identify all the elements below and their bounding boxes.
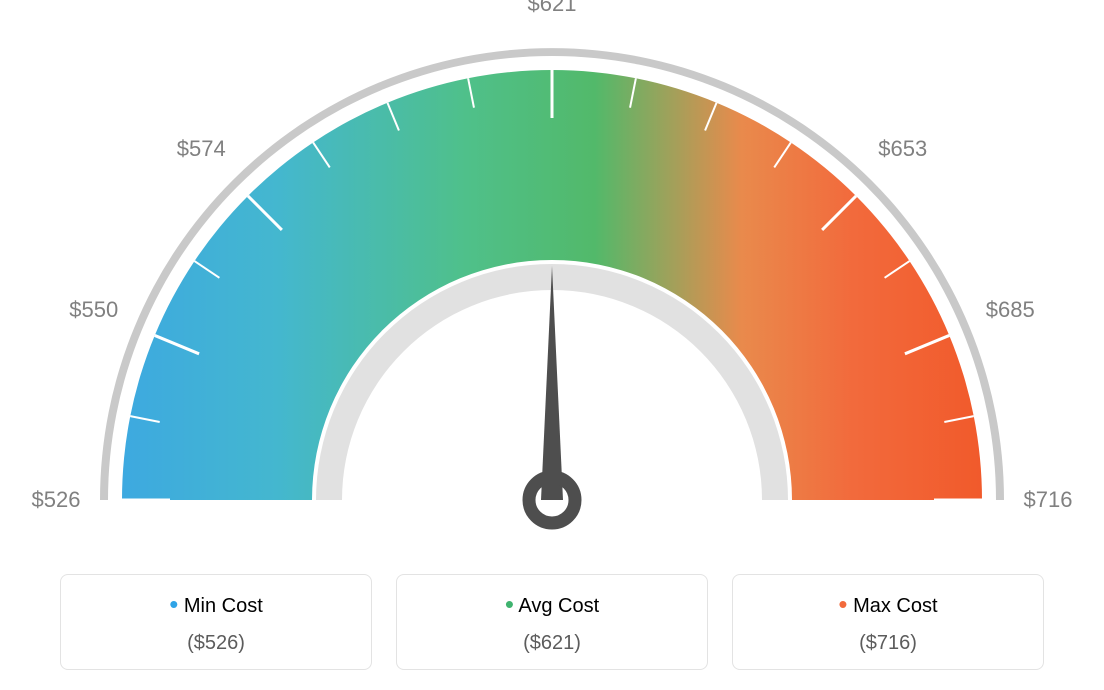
legend-value-min: ($526) (61, 632, 371, 655)
gauge-area: $526 $550 $574 $621 $653 $685 $716 (0, 0, 1104, 560)
legend-title-avg: • Avg Cost (397, 591, 707, 622)
gauge-tick-label: $550 (69, 297, 118, 323)
legend-label-avg: Avg Cost (518, 595, 599, 617)
legend-value-avg: ($621) (397, 632, 707, 655)
gauge-tick-label: $526 (32, 487, 81, 513)
legend-card-avg: • Avg Cost ($621) (396, 574, 708, 670)
gauge-svg (0, 0, 1104, 560)
legend-label-max: Max Cost (853, 595, 937, 617)
legend-title-max: • Max Cost (733, 591, 1043, 622)
gauge-tick-label: $685 (986, 297, 1035, 323)
gauge-tick-label: $653 (878, 136, 927, 162)
legend-card-max: • Max Cost ($716) (732, 574, 1044, 670)
legend-label-min: Min Cost (184, 595, 263, 617)
legend-dot-avg: • (505, 589, 514, 619)
gauge-tick-label: $716 (1024, 487, 1073, 513)
gauge-tick-label: $574 (177, 136, 226, 162)
gauge-chart-container: $526 $550 $574 $621 $653 $685 $716 • Min Cost … (0, 0, 1104, 690)
gauge-tick-label: $621 (528, 0, 577, 17)
legend-dot-min: • (169, 589, 178, 619)
legend-dot-max: • (838, 589, 847, 619)
legend-title-min: • Min Cost (61, 591, 371, 622)
legend-row: • Min Cost ($526) • Avg Cost ($621) • Ma… (0, 574, 1104, 670)
legend-card-min: • Min Cost ($526) (60, 574, 372, 670)
legend-value-max: ($716) (733, 632, 1043, 655)
